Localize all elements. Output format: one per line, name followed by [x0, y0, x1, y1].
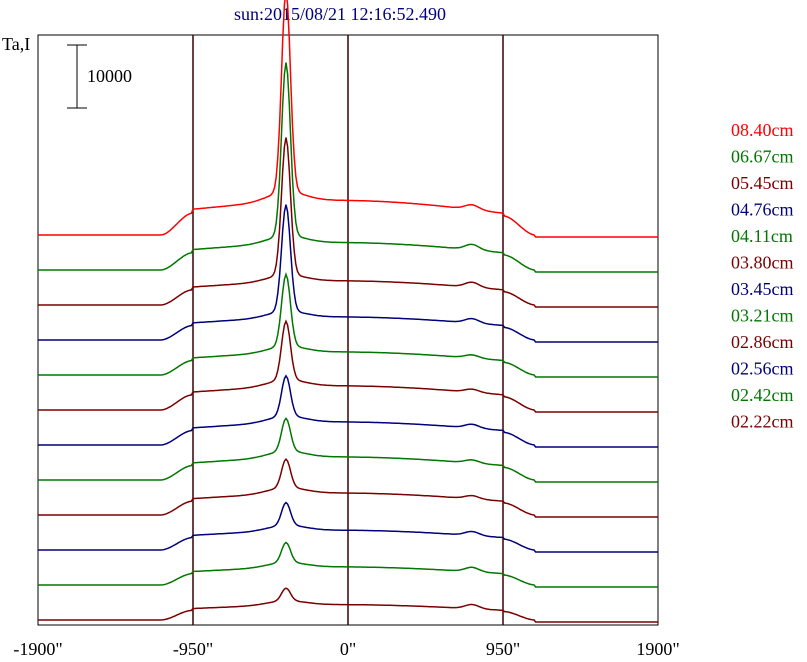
x-tick-label-3: 950" [486, 639, 520, 659]
series-line-08.40cm [38, 0, 658, 238]
legend-entry-02.42cm: 02.42cm [731, 385, 794, 405]
legend-entry-04.11cm: 04.11cm [731, 226, 793, 246]
scale-bar-label: 10000 [87, 66, 132, 86]
legend-entry-03.21cm: 03.21cm [731, 306, 794, 326]
x-tick-label-0: -1900" [13, 639, 62, 659]
legend: 08.40cm 06.67cm 05.45cm 04.76cm 04.11cm 03.80… [731, 120, 794, 432]
legend-entry-02.86cm: 02.86cm [731, 332, 794, 352]
y-axis-label: Ta,I [2, 34, 30, 54]
legend-entry-03.45cm: 03.45cm [731, 279, 794, 299]
series-lines [38, 0, 658, 623]
series-line-03.80cm [38, 319, 658, 413]
series-line-02.86cm [38, 458, 658, 518]
chart-title: sun:2015/08/21 12:16:52.490 [234, 4, 446, 24]
series-line-02.56cm [38, 501, 658, 553]
series-line-04.76cm [38, 204, 658, 343]
legend-entry-06.67cm: 06.67cm [731, 147, 794, 167]
x-tick-label-4: 1900" [636, 639, 679, 659]
legend-entry-08.40cm: 08.40cm [731, 120, 794, 140]
legend-entry-04.76cm: 04.76cm [731, 200, 794, 220]
series-line-05.45cm [38, 137, 658, 308]
legend-entry-02.56cm: 02.56cm [731, 359, 794, 379]
x-tick-label-2: 0" [340, 639, 356, 659]
x-tick-label-1: -950" [173, 639, 213, 659]
legend-entry-05.45cm: 05.45cm [731, 173, 794, 193]
scale-bar: 10000 [67, 44, 132, 109]
x-tick-labels: -1900" -950" 0" 950" 1900" [13, 639, 679, 659]
vertical-marker-lines [192, 35, 504, 625]
series-line-04.11cm [38, 272, 658, 378]
series-line-03.45cm [38, 374, 658, 448]
series-line-03.21cm [38, 417, 658, 483]
series-line-02.22cm [38, 587, 658, 623]
legend-entry-03.80cm: 03.80cm [731, 253, 794, 273]
series-line-06.67cm [38, 62, 658, 273]
series-line-02.42cm [38, 541, 658, 588]
legend-entry-02.22cm: 02.22cm [731, 412, 794, 432]
